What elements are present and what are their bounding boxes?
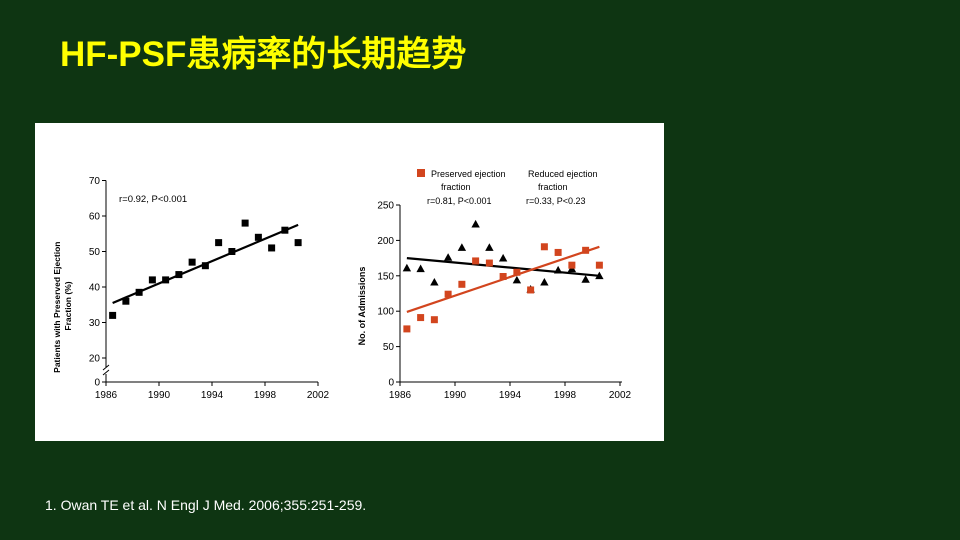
right-y-tick-label: 150	[377, 271, 394, 282]
legend-preserved-marker	[417, 169, 425, 177]
right-y-tick-label: 0	[388, 378, 394, 389]
left-point-preserved-ejection-fraction	[109, 311, 117, 319]
right-plot-area	[399, 205, 622, 383]
left-point-preserved-ejection-fraction	[241, 219, 249, 227]
left-point-preserved-ejection-fraction	[268, 244, 276, 252]
right-point-preserved-ejection-fraction	[595, 261, 603, 269]
right-point-preserved-ejection-fraction	[540, 243, 548, 251]
left-y-tick-label: 70	[89, 176, 101, 187]
left-point-preserved-ejection-fraction	[162, 276, 170, 284]
right-point-reduced-ejection-fraction	[457, 243, 467, 251]
left-x-tick-label: 1994	[201, 390, 224, 401]
right-point-reduced-ejection-fraction	[402, 263, 412, 272]
right-point-preserved-ejection-fraction	[403, 325, 411, 333]
left-x-tick-label: 1986	[95, 390, 118, 401]
right-point-preserved-ejection-fraction	[444, 290, 452, 298]
right-point-reduced-ejection-fraction	[498, 253, 508, 262]
right-point-preserved-ejection-fraction	[417, 314, 425, 322]
legend-preserved-name: Preserved ejection	[431, 169, 506, 179]
right-point-reduced-ejection-fraction	[416, 264, 425, 273]
right-legend: Preserved ejection fraction r=0.81, P<0.…	[417, 169, 598, 206]
right-point-preserved-ejection-fraction	[568, 261, 576, 269]
legend-preserved-stat: r=0.81, P<0.001	[427, 196, 492, 206]
right-point-preserved-ejection-fraction	[499, 273, 507, 281]
left-axis-break-mark	[102, 369, 110, 376]
left-plot-area	[102, 180, 318, 383]
right-x-ticks: 1986 1990 1994 1998 2002	[389, 382, 632, 401]
left-y-ticks: 0 20 30 40 50 60 70	[89, 176, 106, 389]
legend-preserved-name-line2: fraction	[441, 182, 471, 192]
left-point-preserved-ejection-fraction	[122, 297, 130, 305]
left-x-tick-label: 1990	[148, 390, 171, 401]
left-axis-break-mark	[102, 364, 110, 371]
right-point-reduced-ejection-fraction	[430, 277, 439, 286]
right-point-preserved-ejection-fraction	[554, 248, 562, 256]
left-y-axis-label: Patients with Preserved Ejection Fractio…	[52, 239, 73, 373]
right-point-reduced-ejection-fraction	[471, 219, 480, 228]
left-point-preserved-ejection-fraction	[215, 239, 223, 247]
left-point-preserved-ejection-fraction	[254, 233, 262, 241]
left-point-preserved-ejection-fraction	[228, 248, 236, 255]
left-y-label-line2: Fraction (%)	[63, 281, 73, 330]
right-point-preserved-ejection-fraction	[458, 280, 466, 288]
right-point-reduced-ejection-fraction	[443, 253, 453, 261]
right-point-reduced-ejection-fraction	[485, 243, 494, 251]
left-x-ticks: 1986 1990 1994 1998 2002	[95, 382, 330, 401]
left-point-preserved-ejection-fraction	[175, 271, 183, 279]
right-point-preserved-ejection-fraction	[485, 259, 493, 267]
right-point-preserved-ejection-fraction	[527, 286, 535, 294]
right-y-ticks: 0 50 100 150 200 250	[377, 201, 400, 389]
right-x-tick-label: 1986	[389, 390, 412, 401]
right-point-reduced-ejection-fraction	[595, 271, 604, 280]
legend-reduced-name: Reduced ejection	[528, 169, 598, 179]
right-y-tick-label: 100	[377, 307, 394, 318]
left-point-preserved-ejection-fraction	[281, 226, 289, 234]
left-y-tick-label: 30	[89, 318, 101, 329]
right-point-reduced-ejection-fraction	[581, 275, 590, 283]
left-point-preserved-ejection-fraction	[294, 239, 302, 247]
right-y-tick-label: 200	[377, 236, 394, 247]
figure-svg: 0 20 30 40 50 60 70 1986 1990 1994 1998 2002 r=0.9…	[52, 169, 632, 401]
left-annotation: r=0.92, P<0.001	[119, 194, 187, 205]
right-point-reduced-ejection-fraction	[512, 275, 522, 284]
figure-panel: 0 20 30 40 50 60 70 1986 1990 1994 1998 2002 r=0.9…	[35, 123, 664, 441]
right-point-reduced-ejection-fraction	[553, 265, 563, 274]
right-y-axis-label: No. of Admissions	[357, 267, 367, 346]
left-y-tick-label: 40	[89, 283, 101, 294]
right-point-preserved-ejection-fraction	[472, 257, 480, 265]
legend-reduced-name-line2: fraction	[538, 182, 568, 192]
right-point-preserved-ejection-fraction	[582, 246, 590, 254]
right-y-tick-label: 50	[383, 342, 395, 353]
left-chart: 0 20 30 40 50 60 70 1986 1990 1994 1998 2002 r=0.9…	[52, 176, 330, 401]
slide-title: HF-PSF患病率的长期趋势	[60, 35, 467, 74]
left-y-label-line1: Patients with Preserved Ejection	[52, 242, 62, 373]
left-x-tick-label: 1998	[254, 390, 277, 401]
right-point-reduced-ejection-fraction	[540, 277, 549, 286]
left-point-preserved-ejection-fraction	[201, 262, 209, 270]
right-x-tick-label: 1990	[444, 390, 467, 401]
left-point-preserved-ejection-fraction	[148, 276, 156, 284]
left-point-preserved-ejection-fraction	[135, 288, 143, 296]
right-point-preserved-ejection-fraction	[430, 316, 438, 324]
right-y-tick-label: 250	[377, 201, 394, 212]
legend-reduced-stat: r=0.33, P<0.23	[526, 196, 586, 206]
left-y-tick-label: 20	[89, 354, 101, 365]
left-y-tick-label: 50	[89, 247, 101, 258]
citation: 1. Owan TE et al. N Engl J Med. 2006;355…	[45, 497, 367, 513]
left-y-tick-label: 0	[94, 378, 100, 389]
right-x-tick-label: 1998	[554, 390, 577, 401]
right-trend-line-reduced-ejection-fraction	[406, 257, 600, 277]
left-x-tick-label: 2002	[307, 390, 330, 401]
left-y-tick-label: 60	[89, 212, 101, 223]
left-point-preserved-ejection-fraction	[188, 258, 196, 266]
right-x-tick-label: 2002	[609, 390, 632, 401]
right-chart: 0 50 100 150 200 250 1986 1990 1994 1998 2002 No.…	[357, 169, 632, 401]
right-x-tick-label: 1994	[499, 390, 522, 401]
right-point-preserved-ejection-fraction	[513, 268, 521, 276]
